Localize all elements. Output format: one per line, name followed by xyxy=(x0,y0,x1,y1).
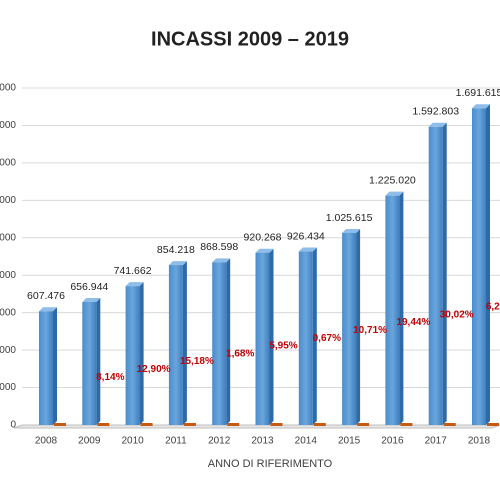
bar-side xyxy=(139,282,144,425)
x-tick-label: 2011 xyxy=(165,436,187,447)
y-tick-label: 1.600.000 xyxy=(0,120,16,131)
bar-side xyxy=(399,191,404,425)
bar xyxy=(212,262,227,425)
bar xyxy=(472,108,486,425)
bar-top xyxy=(82,298,101,303)
bar xyxy=(168,265,183,425)
bar-top xyxy=(472,104,490,109)
growth-label: 12,90% xyxy=(137,364,171,375)
bar xyxy=(82,302,97,425)
floor xyxy=(13,424,500,429)
bar xyxy=(255,252,270,425)
x-tick-label: 2012 xyxy=(208,436,231,447)
growth-label: 10,71% xyxy=(353,325,387,336)
value-label: 926.434 xyxy=(287,230,325,242)
y-tick-label: 1.400.000 xyxy=(0,158,16,169)
growth-label: 19,44% xyxy=(396,317,430,328)
bar-top xyxy=(428,122,447,127)
growth-base xyxy=(140,423,153,426)
x-axis-title: ANNO DI RIFERIMENTO xyxy=(208,458,333,470)
bar xyxy=(385,195,400,425)
bar-top xyxy=(255,248,274,253)
value-label: 656.944 xyxy=(70,281,108,293)
bar-side xyxy=(182,261,187,425)
value-label: 1.025.615 xyxy=(326,212,373,224)
growth-label: 0,67% xyxy=(313,333,341,344)
x-tick-label: 2009 xyxy=(78,436,101,447)
y-tick-label: 400.000 xyxy=(0,345,16,356)
x-tick-label: 2015 xyxy=(338,436,361,447)
bar xyxy=(342,232,357,425)
value-label: 1.691.615 xyxy=(456,87,500,99)
bar-top xyxy=(342,228,361,233)
growth-base xyxy=(357,423,370,426)
value-label: 741.662 xyxy=(114,265,152,277)
bar-side xyxy=(96,298,101,425)
y-tick-label: 1.000.000 xyxy=(0,232,16,243)
bar-top xyxy=(212,258,231,263)
value-label: 868.598 xyxy=(200,241,238,253)
growth-base xyxy=(97,423,110,426)
value-label: 1.225.020 xyxy=(369,174,416,186)
growth-base xyxy=(270,423,283,426)
growth-base xyxy=(487,423,499,426)
x-tick-label: 2008 xyxy=(35,436,58,447)
growth-base xyxy=(54,423,66,426)
growth-base xyxy=(400,423,413,426)
y-tick-label: 1.800.000 xyxy=(0,83,16,94)
growth-label: 6,20% xyxy=(486,302,500,313)
bar xyxy=(125,286,140,425)
bar-side xyxy=(486,104,490,425)
growth-label: 1,68% xyxy=(226,348,254,359)
value-label: 1.592.803 xyxy=(412,106,459,118)
bar-side xyxy=(53,307,57,425)
x-tick-label: 2010 xyxy=(121,436,144,447)
bar-side xyxy=(356,228,361,425)
bar xyxy=(39,311,53,425)
x-tick-label: 2018 xyxy=(468,436,491,447)
value-label: 854.218 xyxy=(157,244,195,256)
growth-base xyxy=(227,423,240,426)
y-tick-label: 0 xyxy=(10,420,16,431)
growth-base xyxy=(313,423,326,426)
value-label: 607.476 xyxy=(27,290,65,302)
bar-top xyxy=(385,191,404,196)
x-tick-label: 2013 xyxy=(251,436,274,447)
chart-title: INCASSI 2009 – 2019 xyxy=(151,28,349,50)
bar-side xyxy=(442,122,447,426)
bar-top xyxy=(39,307,57,312)
x-tick-label: 2014 xyxy=(295,436,318,447)
bar-side xyxy=(269,248,274,425)
growth-label: 5,95% xyxy=(269,341,297,352)
growth-label: 15,18% xyxy=(180,356,214,367)
bar-top xyxy=(298,247,317,252)
y-tick-label: 200.000 xyxy=(0,382,16,393)
growth-label: 8,14% xyxy=(96,372,124,383)
bar xyxy=(428,126,443,426)
x-tick-label: 2017 xyxy=(425,436,448,447)
bar xyxy=(298,251,313,425)
bar-top xyxy=(125,282,144,287)
growth-base xyxy=(183,423,196,426)
growth-base xyxy=(443,423,456,426)
y-tick-label: 1.200.000 xyxy=(0,195,16,206)
bar-side xyxy=(226,258,231,425)
x-tick-label: 2016 xyxy=(381,436,404,447)
value-label: 920.268 xyxy=(244,231,282,243)
y-tick-label: 600.000 xyxy=(0,307,16,318)
bar-side xyxy=(312,247,317,425)
growth-label: 30,02% xyxy=(440,309,474,320)
y-tick-label: 800.000 xyxy=(0,270,16,281)
bar-top xyxy=(168,261,187,266)
